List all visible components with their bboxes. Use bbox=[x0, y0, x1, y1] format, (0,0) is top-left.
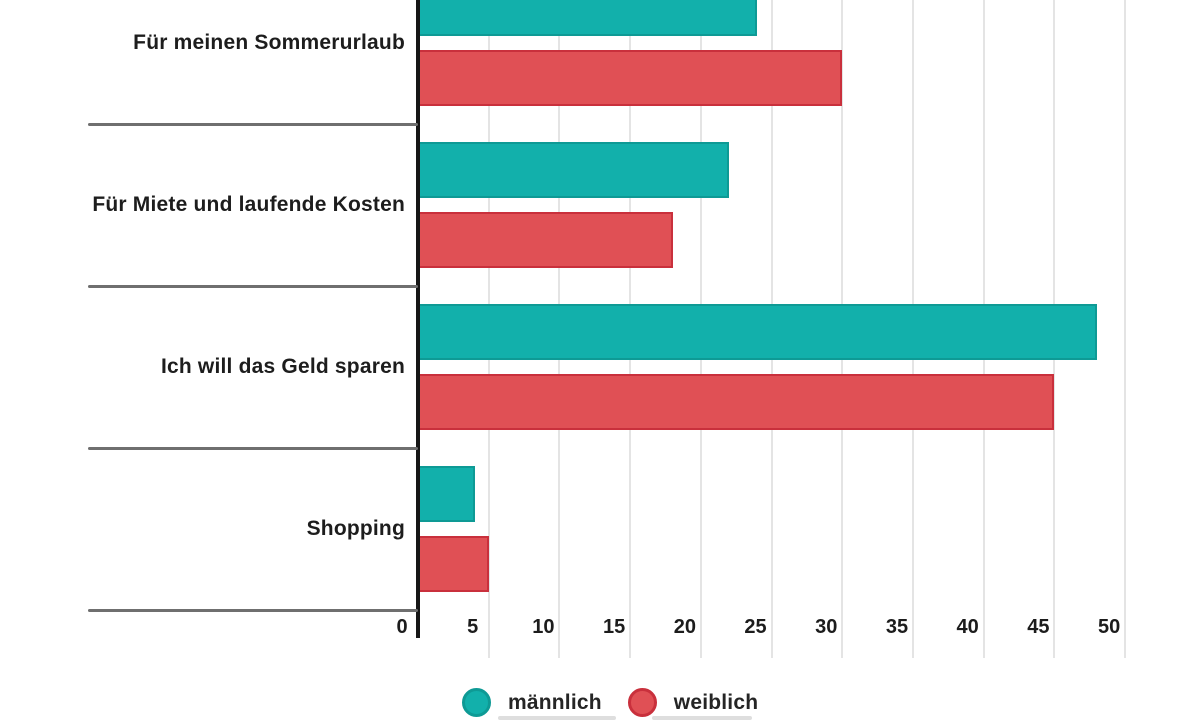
legend: männlich weiblich bbox=[462, 688, 758, 717]
bar-maennlich-sommerurlaub bbox=[418, 0, 758, 36]
x-tick-label: 25 bbox=[744, 616, 767, 638]
category-label-shopping: Shopping bbox=[306, 517, 405, 540]
cropped-text-artifact bbox=[498, 716, 616, 720]
legend-label-weiblich: weiblich bbox=[673, 690, 759, 714]
bar-weiblich-miete bbox=[418, 212, 673, 268]
legend-swatch-maennlich-icon bbox=[462, 688, 491, 717]
legend-item-weiblich: weiblich bbox=[627, 688, 759, 717]
bar-weiblich-shopping bbox=[418, 536, 489, 592]
x-tick-label: 30 bbox=[815, 616, 838, 638]
gridline bbox=[1124, 0, 1127, 658]
bar-weiblich-sparen bbox=[418, 374, 1055, 430]
cropped-text-artifact bbox=[652, 716, 752, 720]
x-tick-label: 45 bbox=[1027, 616, 1050, 638]
row-separator bbox=[88, 609, 418, 612]
x-tick-label: 40 bbox=[956, 616, 979, 638]
x-tick-label: 15 bbox=[603, 616, 626, 638]
row-separator bbox=[88, 285, 418, 288]
bar-maennlich-shopping bbox=[418, 466, 475, 522]
bar-maennlich-miete bbox=[418, 142, 730, 198]
legend-swatch-weiblich-icon bbox=[627, 688, 657, 717]
legend-label-maennlich: männlich bbox=[508, 690, 602, 714]
row-separator bbox=[88, 447, 418, 450]
category-label-miete: Für Miete und laufende Kosten bbox=[92, 193, 405, 216]
category-label-sommerurlaub: Für meinen Sommerurlaub bbox=[133, 31, 405, 54]
y-axis-line bbox=[416, 0, 420, 638]
x-tick-label: 50 bbox=[1097, 616, 1121, 638]
x-tick-label: 35 bbox=[885, 616, 909, 638]
x-tick-label: 20 bbox=[673, 616, 696, 638]
x-tick-label: 10 bbox=[532, 616, 555, 638]
bar-weiblich-sommerurlaub bbox=[418, 50, 843, 106]
legend-item-maennlich: männlich bbox=[462, 688, 602, 717]
x-tick-label: 0 bbox=[396, 616, 408, 638]
x-tick-label: 5 bbox=[467, 616, 479, 638]
row-separator bbox=[88, 123, 418, 126]
category-label-sparen: Ich will das Geld sparen bbox=[160, 355, 405, 378]
bar-maennlich-sparen bbox=[418, 304, 1097, 360]
